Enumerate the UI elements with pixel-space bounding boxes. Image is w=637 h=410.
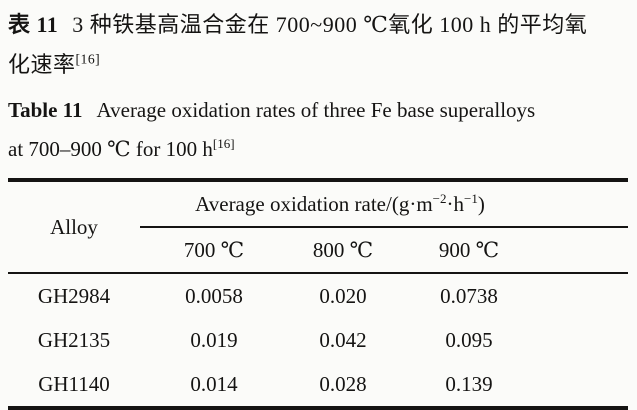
unit-exponent: −2 <box>432 190 447 206</box>
rate-700c-cell: 0.014 <box>190 371 238 396</box>
oxidation-rate-table: Alloy Average oxidation rate/(g·m−2·h−1)… <box>8 178 629 410</box>
table-header-row-1: Alloy Average oxidation rate/(g·m−2·h−1) <box>8 180 629 274</box>
alloy-name-cell: GH1140 <box>38 371 110 396</box>
caption-chinese-reference: [16] <box>75 51 101 67</box>
table-row: GH1140 0.014 0.028 0.139 <box>8 362 628 408</box>
rate-700c-cell: 0.019 <box>190 327 238 352</box>
unit-text: ) <box>477 191 485 216</box>
unit-text: ·h <box>446 191 465 216</box>
caption-chinese-label: 表 11 <box>8 12 59 37</box>
unit-text: Average oxidation rate/(g·m <box>195 191 433 216</box>
rate-900c-cell: 0.095 <box>445 327 493 352</box>
table-header-row-2: 700 ℃ 800 ℃ 900 ℃ <box>8 227 629 274</box>
column-header-800c: 800 ℃ <box>288 227 398 274</box>
column-header-700c: 700 ℃ <box>140 227 288 274</box>
caption-english-label: Table 11 <box>8 98 83 122</box>
caption-english-line1: Average oxidation rates of three Fe base… <box>96 98 536 122</box>
column-header-alloy: Alloy <box>8 180 140 274</box>
rate-800c-cell: 0.028 <box>319 371 367 396</box>
caption-chinese: 表 11 3 种铁基高温合金在 700~900 ℃氧化 100 h 的平均氧 化速… <box>8 5 631 85</box>
alloy-name-cell: GH2984 <box>37 283 111 308</box>
column-header-900c: 900 ℃ <box>398 227 629 274</box>
table-row: GH2984 0.0058 0.020 0.0738 <box>8 273 628 318</box>
column-header-oxidation-rate-unit: Average oxidation rate/(g·m−2·h−1) <box>140 180 629 228</box>
caption-english: Table 11 Average oxidation rates of three… <box>8 91 631 169</box>
rate-800c-cell: 0.042 <box>319 327 367 352</box>
rate-700c-cell: 0.0058 <box>185 283 243 308</box>
unit-exponent: −1 <box>464 190 478 206</box>
caption-english-reference: [16] <box>212 136 235 151</box>
caption-english-line2: at 700–900 ℃ for 100 h <box>8 137 213 161</box>
caption-chinese-line2: 化速率 <box>8 52 76 77</box>
rate-800c-cell: 0.020 <box>319 283 367 308</box>
rate-900c-cell: 0.0738 <box>440 283 498 308</box>
alloy-name-cell: GH2135 <box>37 327 111 352</box>
table-row: GH2135 0.019 0.042 0.095 <box>8 318 628 362</box>
rate-900c-cell: 0.139 <box>445 371 493 396</box>
caption-chinese-line1: 3 种铁基高温合金在 700~900 ℃氧化 100 h 的平均氧 <box>72 12 588 37</box>
